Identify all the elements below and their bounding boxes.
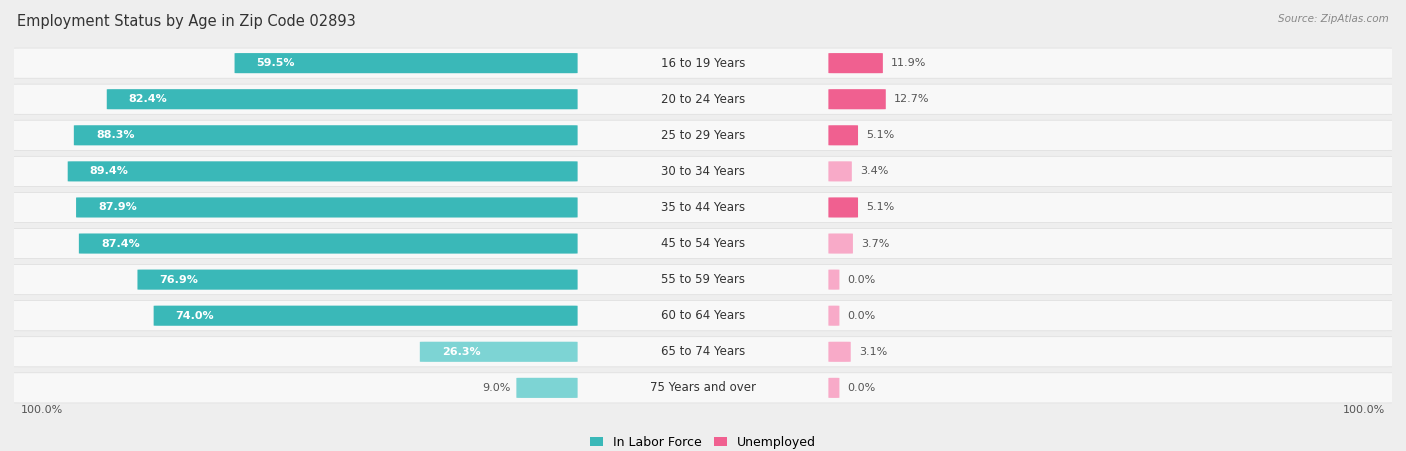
FancyBboxPatch shape	[79, 234, 578, 253]
FancyBboxPatch shape	[10, 120, 1396, 150]
FancyBboxPatch shape	[10, 229, 1396, 258]
Text: 3.7%: 3.7%	[862, 239, 890, 249]
Text: 89.4%: 89.4%	[90, 166, 128, 176]
FancyBboxPatch shape	[76, 198, 578, 217]
Text: 82.4%: 82.4%	[129, 94, 167, 104]
Text: 45 to 54 Years: 45 to 54 Years	[661, 237, 745, 250]
Text: 26.3%: 26.3%	[441, 347, 481, 357]
FancyBboxPatch shape	[828, 342, 851, 362]
FancyBboxPatch shape	[235, 53, 578, 73]
Text: 5.1%: 5.1%	[866, 130, 894, 140]
Text: 3.1%: 3.1%	[859, 347, 887, 357]
FancyBboxPatch shape	[10, 337, 1396, 367]
Text: 9.0%: 9.0%	[482, 383, 510, 393]
Legend: In Labor Force, Unemployed: In Labor Force, Unemployed	[585, 431, 821, 451]
FancyBboxPatch shape	[10, 48, 1396, 78]
Text: 0.0%: 0.0%	[848, 275, 876, 285]
Text: 87.9%: 87.9%	[98, 202, 136, 212]
FancyBboxPatch shape	[10, 301, 1396, 331]
FancyBboxPatch shape	[828, 161, 852, 181]
Text: 3.4%: 3.4%	[860, 166, 889, 176]
FancyBboxPatch shape	[828, 89, 886, 109]
Text: 20 to 24 Years: 20 to 24 Years	[661, 93, 745, 106]
FancyBboxPatch shape	[10, 373, 1396, 403]
Text: 87.4%: 87.4%	[101, 239, 139, 249]
FancyBboxPatch shape	[153, 306, 578, 326]
Text: 88.3%: 88.3%	[96, 130, 135, 140]
FancyBboxPatch shape	[107, 89, 578, 109]
Text: 11.9%: 11.9%	[891, 58, 927, 68]
FancyBboxPatch shape	[828, 198, 858, 217]
Text: 76.9%: 76.9%	[159, 275, 198, 285]
Text: 35 to 44 Years: 35 to 44 Years	[661, 201, 745, 214]
FancyBboxPatch shape	[10, 265, 1396, 295]
Text: 25 to 29 Years: 25 to 29 Years	[661, 129, 745, 142]
FancyBboxPatch shape	[10, 193, 1396, 222]
FancyBboxPatch shape	[516, 378, 578, 398]
Text: 100.0%: 100.0%	[21, 405, 63, 415]
FancyBboxPatch shape	[828, 378, 839, 398]
Text: 100.0%: 100.0%	[1343, 405, 1385, 415]
Text: 12.7%: 12.7%	[894, 94, 929, 104]
Text: 0.0%: 0.0%	[848, 383, 876, 393]
Text: 75 Years and over: 75 Years and over	[650, 382, 756, 394]
Text: 74.0%: 74.0%	[176, 311, 214, 321]
Text: 16 to 19 Years: 16 to 19 Years	[661, 57, 745, 69]
FancyBboxPatch shape	[828, 306, 839, 326]
Text: 5.1%: 5.1%	[866, 202, 894, 212]
FancyBboxPatch shape	[10, 156, 1396, 186]
FancyBboxPatch shape	[138, 270, 578, 290]
FancyBboxPatch shape	[10, 84, 1396, 114]
Text: 55 to 59 Years: 55 to 59 Years	[661, 273, 745, 286]
FancyBboxPatch shape	[828, 234, 853, 253]
Text: 0.0%: 0.0%	[848, 311, 876, 321]
FancyBboxPatch shape	[828, 270, 839, 290]
Text: 60 to 64 Years: 60 to 64 Years	[661, 309, 745, 322]
FancyBboxPatch shape	[828, 53, 883, 73]
FancyBboxPatch shape	[828, 125, 858, 145]
Text: 59.5%: 59.5%	[257, 58, 295, 68]
FancyBboxPatch shape	[67, 161, 578, 181]
Text: 65 to 74 Years: 65 to 74 Years	[661, 345, 745, 358]
FancyBboxPatch shape	[420, 342, 578, 362]
Text: 30 to 34 Years: 30 to 34 Years	[661, 165, 745, 178]
FancyBboxPatch shape	[75, 125, 578, 145]
Text: Source: ZipAtlas.com: Source: ZipAtlas.com	[1278, 14, 1389, 23]
Text: Employment Status by Age in Zip Code 02893: Employment Status by Age in Zip Code 028…	[17, 14, 356, 28]
